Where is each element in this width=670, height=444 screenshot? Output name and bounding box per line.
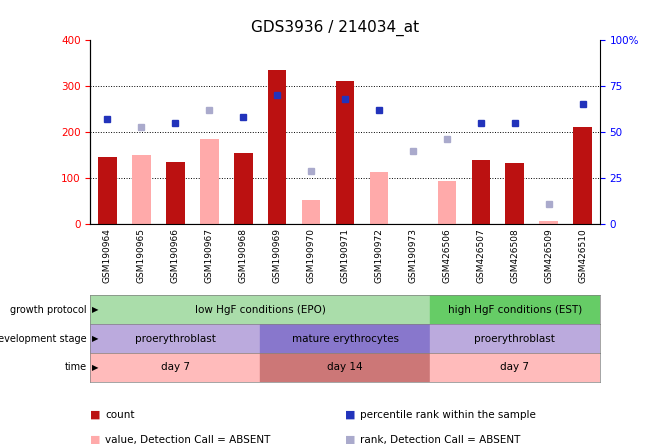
Text: GSM190964: GSM190964 bbox=[103, 228, 112, 283]
Text: time: time bbox=[65, 362, 87, 373]
Text: GSM190968: GSM190968 bbox=[239, 228, 248, 283]
Text: mature erythrocytes: mature erythrocytes bbox=[291, 333, 399, 344]
Bar bbox=[268, 70, 287, 224]
Text: low HgF conditions (EPO): low HgF conditions (EPO) bbox=[195, 305, 326, 315]
Bar bbox=[574, 127, 592, 224]
Bar bbox=[98, 158, 117, 224]
Text: ▶: ▶ bbox=[92, 305, 98, 314]
Text: GSM426508: GSM426508 bbox=[511, 228, 519, 282]
Bar bbox=[166, 162, 185, 224]
Text: ▶: ▶ bbox=[92, 334, 98, 343]
Bar bbox=[302, 200, 320, 224]
Text: ▶: ▶ bbox=[92, 363, 98, 372]
Text: day 7: day 7 bbox=[500, 362, 529, 373]
Text: GSM190972: GSM190972 bbox=[375, 228, 383, 283]
Text: GSM426506: GSM426506 bbox=[442, 228, 452, 282]
Bar bbox=[260, 324, 430, 353]
Text: GSM190971: GSM190971 bbox=[340, 228, 350, 283]
Text: proerythroblast: proerythroblast bbox=[135, 333, 216, 344]
Text: day 14: day 14 bbox=[327, 362, 363, 373]
Text: GSM190969: GSM190969 bbox=[273, 228, 281, 283]
Text: GSM426509: GSM426509 bbox=[544, 228, 553, 282]
Bar bbox=[438, 182, 456, 224]
Bar bbox=[336, 81, 354, 224]
Text: percentile rank within the sample: percentile rank within the sample bbox=[360, 410, 536, 420]
Text: high HgF conditions (EST): high HgF conditions (EST) bbox=[448, 305, 582, 315]
Text: ■: ■ bbox=[90, 435, 101, 444]
Text: GSM190966: GSM190966 bbox=[171, 228, 180, 283]
Bar bbox=[430, 324, 600, 353]
Bar bbox=[90, 295, 430, 324]
Text: GSM190965: GSM190965 bbox=[137, 228, 146, 283]
Bar bbox=[370, 172, 389, 224]
Text: ■: ■ bbox=[90, 410, 101, 420]
Text: GSM190967: GSM190967 bbox=[205, 228, 214, 283]
Text: development stage: development stage bbox=[0, 333, 87, 344]
Bar bbox=[90, 324, 260, 353]
Text: ■: ■ bbox=[345, 435, 356, 444]
Text: GSM190970: GSM190970 bbox=[307, 228, 316, 283]
Text: proerythroblast: proerythroblast bbox=[474, 333, 555, 344]
Bar bbox=[132, 155, 151, 224]
Bar bbox=[472, 160, 490, 224]
Text: GSM190973: GSM190973 bbox=[409, 228, 417, 283]
Text: GSM426510: GSM426510 bbox=[578, 228, 587, 282]
Bar bbox=[430, 295, 600, 324]
Text: growth protocol: growth protocol bbox=[11, 305, 87, 315]
Text: ■: ■ bbox=[345, 410, 356, 420]
Bar bbox=[430, 353, 600, 382]
Bar bbox=[234, 153, 253, 224]
Bar bbox=[505, 163, 524, 224]
Text: value, Detection Call = ABSENT: value, Detection Call = ABSENT bbox=[105, 435, 271, 444]
Text: GSM426507: GSM426507 bbox=[476, 228, 485, 282]
Bar bbox=[539, 221, 558, 224]
Text: GDS3936 / 214034_at: GDS3936 / 214034_at bbox=[251, 20, 419, 36]
Text: rank, Detection Call = ABSENT: rank, Detection Call = ABSENT bbox=[360, 435, 520, 444]
Text: day 7: day 7 bbox=[161, 362, 190, 373]
Bar bbox=[90, 353, 260, 382]
Bar bbox=[200, 139, 218, 224]
Text: count: count bbox=[105, 410, 135, 420]
Bar bbox=[260, 353, 430, 382]
